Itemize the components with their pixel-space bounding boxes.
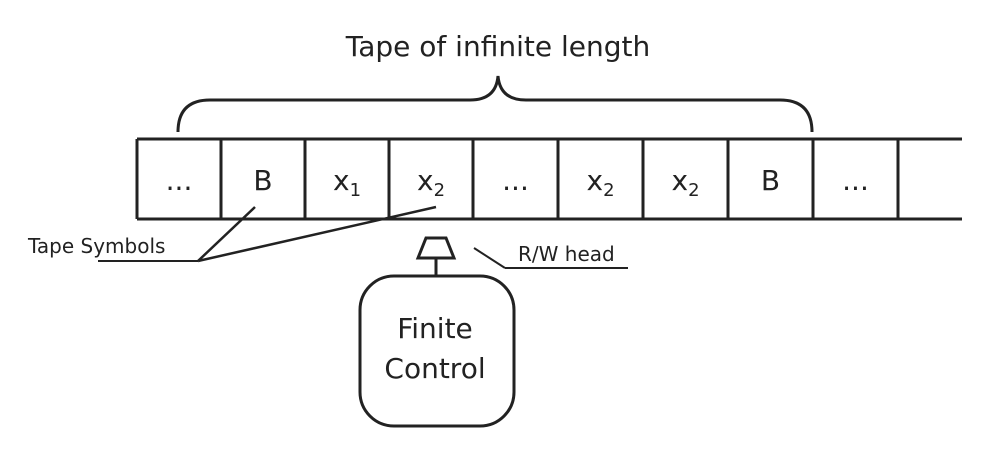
tape-cell-symbol: x2 [417,164,445,201]
tape-cell-symbol: B [253,164,272,197]
tape-symbols-leader-b [197,206,256,262]
tape-cell-symbol: x2 [671,164,699,201]
finite-control-label-line2: Control [384,352,485,385]
tape-cell-symbol: B [761,164,780,197]
tape-brace [176,75,814,133]
tape-title: Tape of infinite length [345,30,650,63]
tape-cell-symbol: x2 [586,164,614,201]
tape-cell-symbol: ... [166,164,193,197]
rw-head-leader [473,247,506,269]
rw-head-label: R/W head [518,242,615,266]
finite-control-label-line1: Finite [397,312,473,345]
rw-head [415,236,457,260]
finite-control-box [358,274,516,428]
tape-symbols-leader-x2 [197,205,437,263]
tape-symbols-label: Tape Symbols [27,234,165,258]
tape-cell-symbol: ... [502,164,529,197]
tape-cell-symbol: x1 [333,164,361,201]
tape-cell-symbol: ... [842,164,869,197]
